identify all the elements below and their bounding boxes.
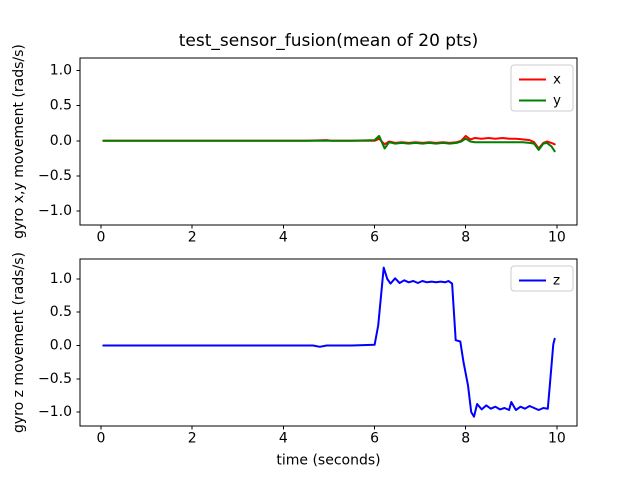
x-tick-label: 6 [370,230,379,246]
x-tick-label: 4 [279,431,288,447]
x-axis-label: time (seconds) [276,453,380,469]
y-tick-label: −0.5 [38,168,72,184]
legend-label-y: y [553,93,561,109]
y-tick-label: −1.0 [38,203,72,219]
y-axis-label-xy: gyro x,y movement (rads/s) [11,44,27,239]
subplot-z-frame [79,258,578,427]
x-tick-label: 10 [548,230,566,246]
y-tick-label: 0.0 [50,337,72,353]
x-tick-label: 8 [461,431,470,447]
series-line-z [102,266,556,418]
x-tick-label: 6 [370,431,379,447]
subplot-xy-frame [79,57,578,226]
x-tick-label: 2 [188,230,197,246]
y-axis-label-z: gyro z movement (rads/s) [11,252,27,433]
legend-label-x: x [553,72,561,88]
x-tick-label: 0 [97,230,106,246]
x-tick-label: 8 [461,230,470,246]
x-tick-label: 2 [188,431,197,447]
legend-label-z: z [553,273,560,289]
y-tick-label: 0.0 [50,133,72,149]
y-tick-label: −0.5 [38,371,72,387]
x-tick-label: 4 [279,230,288,246]
x-tick-label: 0 [97,431,106,447]
y-tick-label: −1.0 [38,404,72,420]
x-tick-label: 10 [548,431,566,447]
legend-box [510,265,574,292]
y-tick-label: 1.0 [50,63,72,79]
y-tick-label: 0.5 [50,304,72,320]
y-tick-label: 0.5 [50,98,72,114]
legend-box [510,64,574,112]
y-tick-label: 1.0 [50,271,72,287]
figure-title: test_sensor_fusion(mean of 20 pts) [178,31,479,51]
series-line-y [102,134,556,153]
